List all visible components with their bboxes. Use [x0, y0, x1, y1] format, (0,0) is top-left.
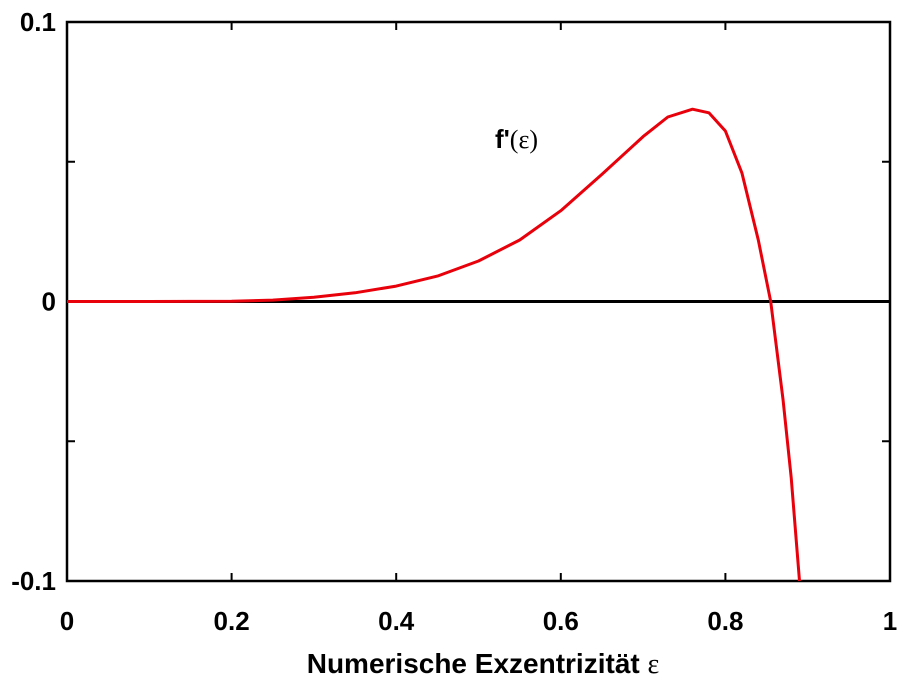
y-tick-label: 0 — [42, 287, 56, 317]
y-tick-label: 0.1 — [20, 7, 56, 37]
x-tick-label: 1 — [883, 606, 897, 636]
x-tick-label: 0 — [60, 606, 74, 636]
series-line-f-prime — [67, 107, 801, 582]
annotation-epsilon: (ε) — [510, 125, 538, 154]
y-tick-label: -0.1 — [11, 566, 56, 596]
x-axis-label-text: Numerische Exzentrizität — [307, 648, 640, 679]
x-axis-label-epsilon: ε — [648, 649, 660, 680]
x-tick-label: 0.8 — [707, 606, 743, 636]
x-tick-label: 0.2 — [214, 606, 250, 636]
tick-labels: 0 0.2 0.4 0.6 0.8 1-0.100.1 — [11, 7, 897, 636]
x-axis-label: Numerische Exzentrizität ε — [307, 648, 660, 680]
x-tick-label: 0.4 — [378, 606, 415, 636]
curve-annotation: f'(ε) — [495, 124, 538, 154]
x-tick-label: 0.6 — [543, 606, 579, 636]
annotation-fprime: f' — [495, 124, 510, 154]
